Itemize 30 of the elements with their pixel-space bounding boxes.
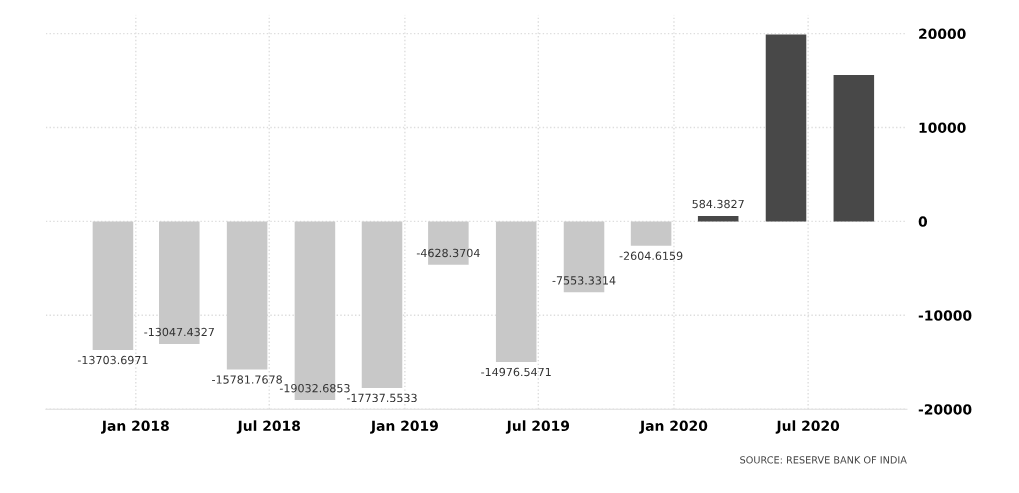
x-tick-label: Jan 2020 bbox=[639, 420, 708, 434]
bar bbox=[361, 221, 403, 388]
data-label: -13047.4327 bbox=[144, 327, 214, 337]
data-label: -7553.3314 bbox=[552, 276, 616, 285]
x-tick-label: Jan 2018 bbox=[101, 420, 169, 434]
x-tick-label: Jul 2020 bbox=[775, 420, 840, 434]
bar bbox=[92, 221, 134, 351]
data-label: -4628.3704 bbox=[416, 248, 480, 258]
data-label: -14976.5471 bbox=[481, 367, 551, 377]
data-label: -13703.6971 bbox=[77, 355, 148, 365]
x-tick-label: Jul 2019 bbox=[505, 420, 570, 434]
source-note: SOURCE: RESERVE BANK OF INDIA bbox=[740, 456, 907, 464]
y-tick-label: -20000 bbox=[918, 404, 972, 415]
data-label: -2604.6159 bbox=[619, 251, 683, 260]
bar bbox=[226, 221, 268, 370]
bar bbox=[697, 215, 739, 222]
x-tick-label: Jan 2019 bbox=[370, 420, 438, 434]
y-tick-label: 20000 bbox=[919, 28, 966, 40]
bar bbox=[630, 221, 672, 246]
y-tick-label: 10000 bbox=[919, 122, 966, 133]
bar bbox=[833, 74, 875, 222]
data-label: 584.3827 bbox=[692, 199, 744, 209]
bar bbox=[765, 34, 807, 222]
y-tick-label: -10000 bbox=[918, 310, 972, 321]
data-label: -17737.5533 bbox=[346, 393, 417, 403]
bar bbox=[495, 221, 537, 363]
data-label: -15781.7678 bbox=[212, 375, 282, 384]
y-tick-label: 0 bbox=[918, 216, 928, 227]
data-label: -19032.6853 bbox=[279, 383, 350, 393]
x-tick-label: Jul 2018 bbox=[236, 420, 301, 434]
